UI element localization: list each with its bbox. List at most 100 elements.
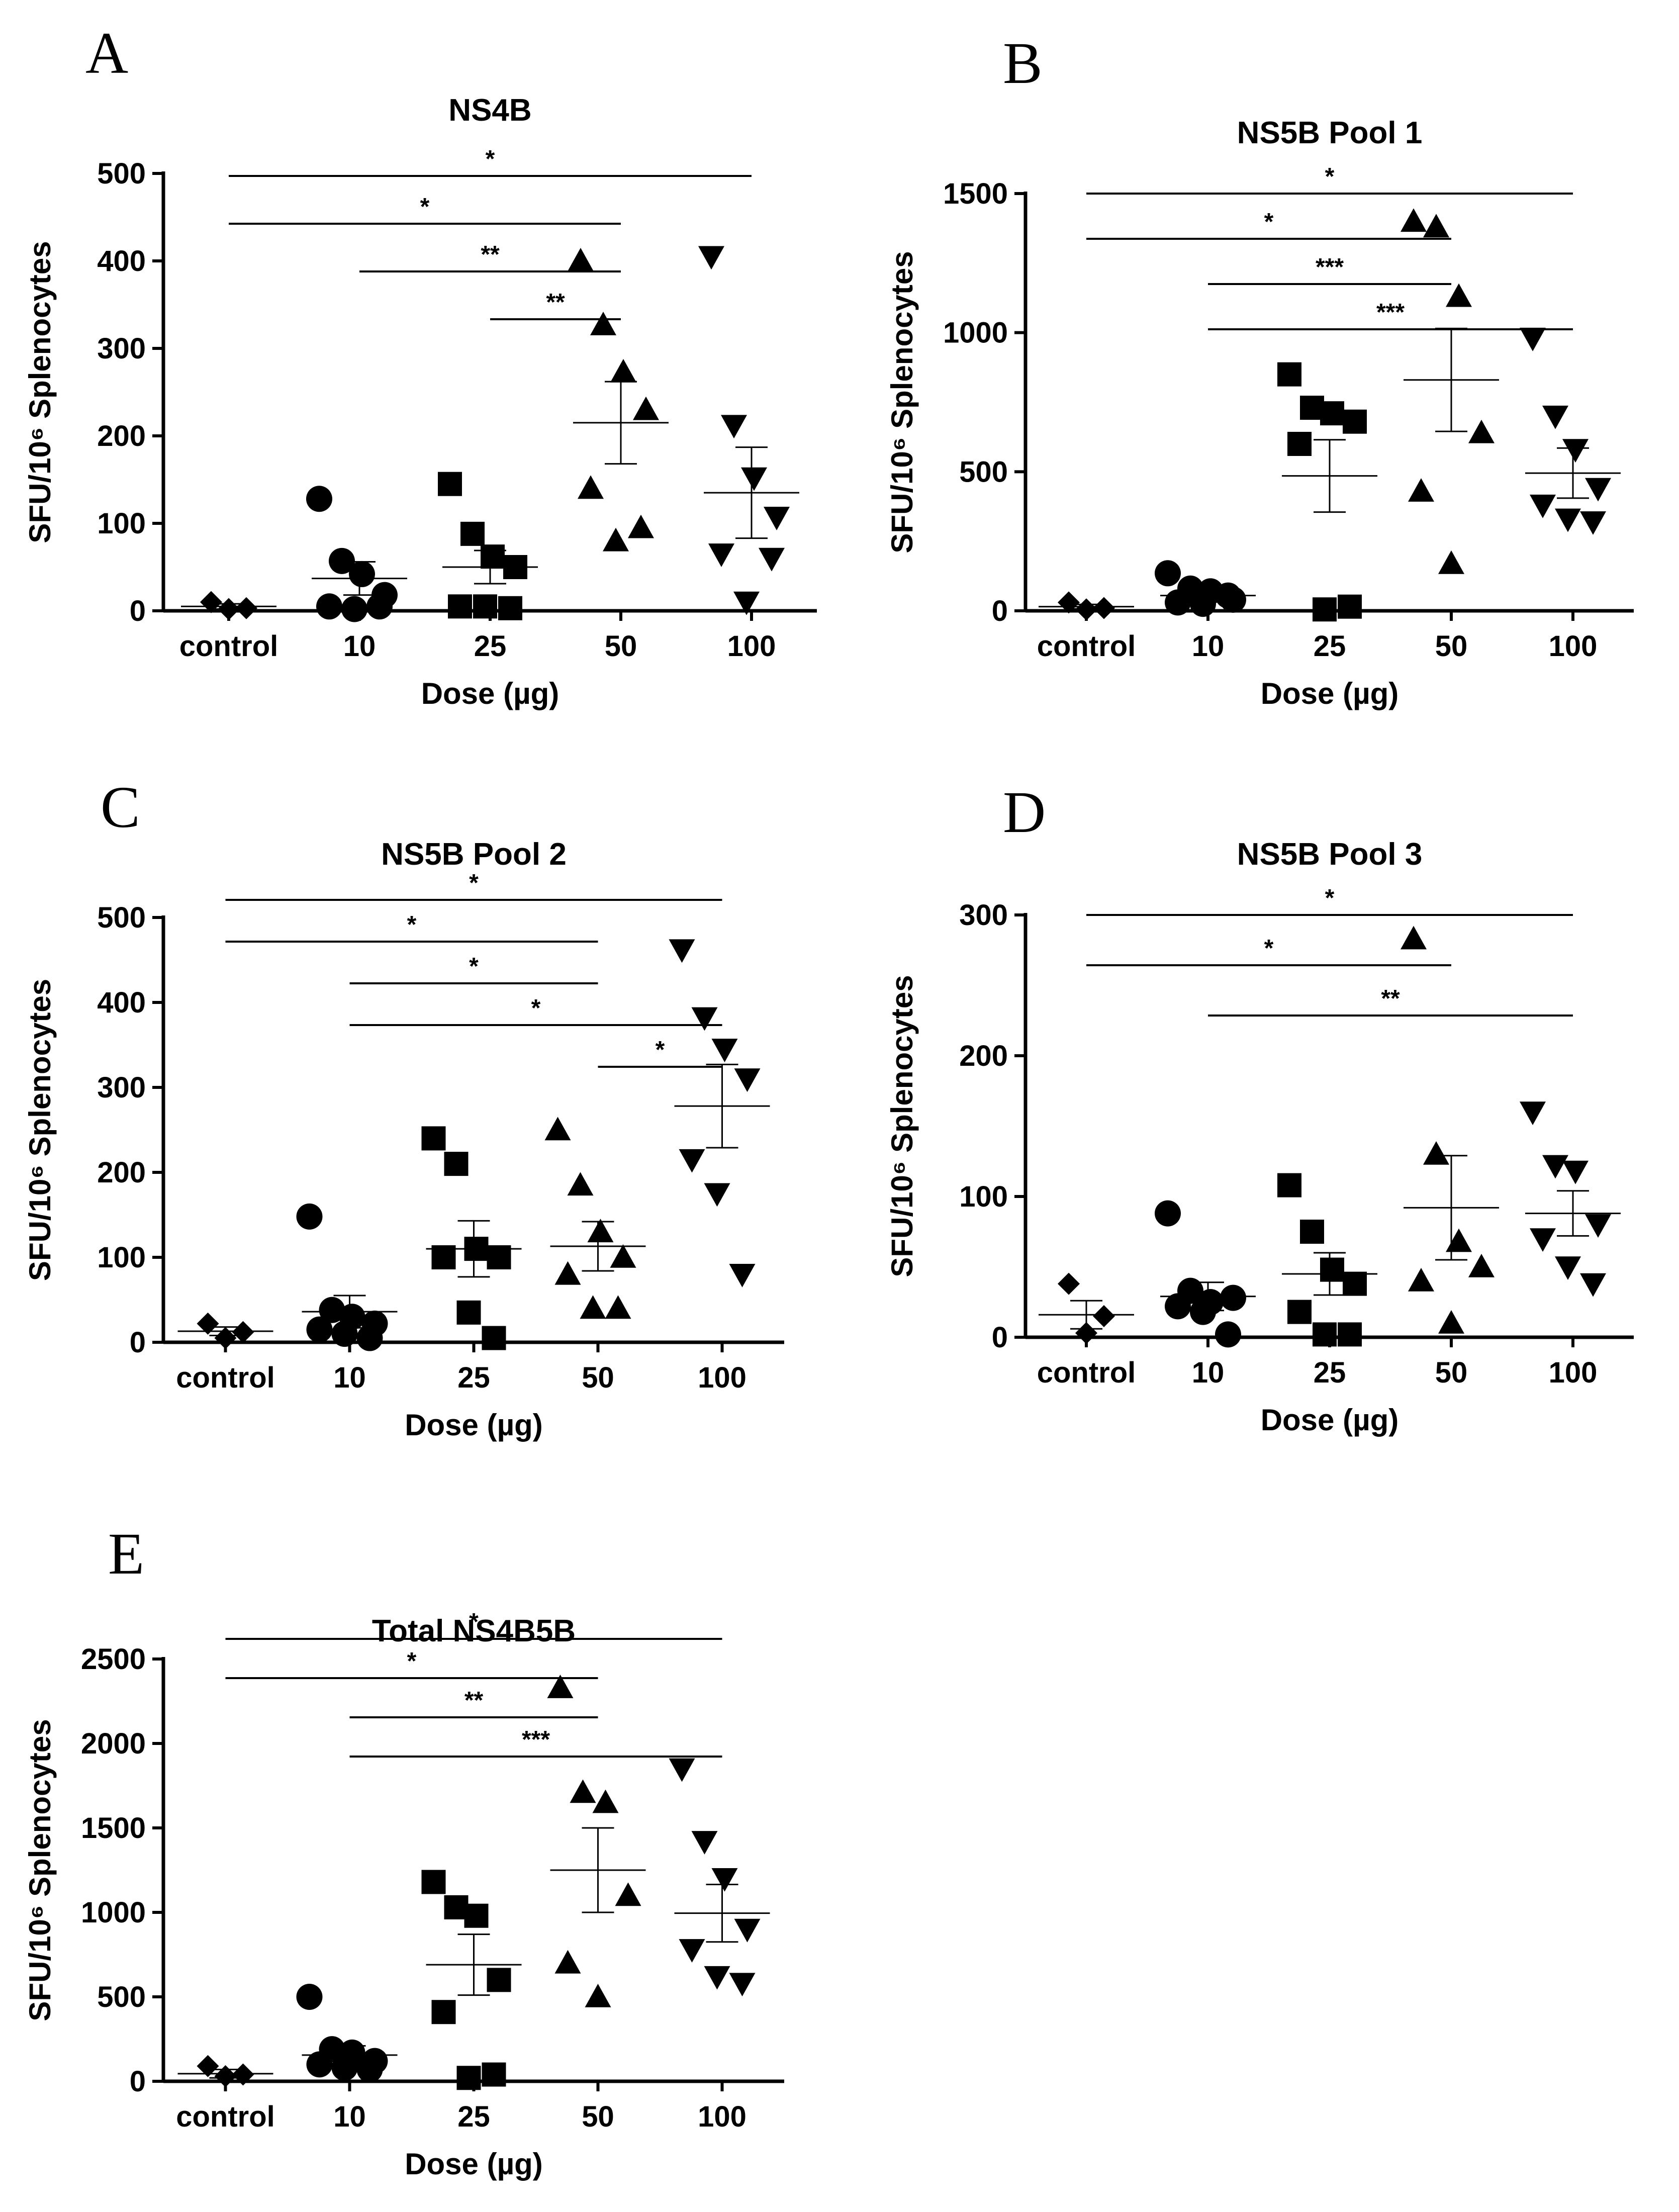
- panel-a-x-tick-label: 25: [474, 630, 507, 663]
- panel-b-point-100: [1562, 439, 1589, 463]
- panel-c-y-tick-label: 400: [97, 986, 146, 1019]
- panel-e-point-10: [306, 2051, 333, 2078]
- panel-d-point-25: [1320, 1257, 1344, 1282]
- panel-a-point-50: [633, 396, 659, 420]
- panel-a-point-10: [329, 547, 355, 574]
- panel-e-point-100: [734, 1918, 761, 1943]
- panel-d-point-100: [1562, 1160, 1589, 1184]
- panel-a-significance-label: *: [486, 146, 495, 172]
- panel-e-point-100: [669, 1758, 695, 1782]
- panel-b-point-50: [1401, 208, 1427, 232]
- panel-e-point-25: [431, 2000, 456, 2024]
- panel-d-y-tick-label: 200: [959, 1040, 1008, 1072]
- panel-c-point-25: [482, 1326, 506, 1350]
- panel-a-point-50: [628, 514, 654, 538]
- panel-c-significance-label: *: [407, 911, 417, 938]
- panel-a-point-100: [759, 547, 785, 572]
- panel-e-point-100: [729, 1973, 756, 1997]
- panel-a-point-10: [349, 561, 375, 587]
- panel-e-y-tick-label: 1500: [81, 1812, 146, 1845]
- panel-a-point-25: [481, 544, 505, 569]
- panel-b-x-tick-label: 50: [1435, 630, 1468, 663]
- panel-d-y-axis-title: SFU/10⁶ Splenocytes: [885, 975, 919, 1277]
- panel-e-point-control: [197, 2055, 219, 2077]
- panel-e-x-tick-label: 50: [582, 2100, 614, 2133]
- panel-d-point-25: [1300, 1220, 1324, 1244]
- panel-d-point-25: [1343, 1271, 1367, 1296]
- panel-a-x-axis-title: Dose (µg): [421, 677, 559, 710]
- panel-e-point-100: [704, 1966, 730, 1990]
- panel-e-significance-label: **: [464, 1687, 484, 1714]
- panel-c-significance-label: *: [469, 870, 479, 896]
- panel-b-point-control: [1093, 597, 1115, 619]
- panel-a-point-control: [200, 591, 222, 613]
- panel-a-point-10: [306, 486, 332, 512]
- panel-d-y-tick-label: 100: [959, 1180, 1008, 1213]
- panel-d-y-tick-label: 300: [959, 899, 1008, 932]
- panel-c-point-100: [729, 1264, 756, 1287]
- panel-e-significance-label: ***: [522, 1726, 550, 1753]
- panel-c-point-100: [704, 1183, 730, 1207]
- panel-b-point-50: [1468, 419, 1495, 443]
- panel-a-point-50: [590, 312, 616, 335]
- panel-d-point-100: [1580, 1273, 1606, 1297]
- panel-d-letter: D: [1003, 779, 1046, 845]
- panel-c-x-tick-label: 10: [333, 1361, 366, 1394]
- panel-c-point-control: [214, 1327, 237, 1349]
- panel-e-x-tick-label: 10: [333, 2100, 366, 2133]
- panel-d-point-100: [1530, 1228, 1556, 1252]
- panel-c-point-25: [444, 1152, 469, 1176]
- panel-b-point-100: [1580, 511, 1606, 535]
- panel-e-title: Total NS4B5B: [372, 1614, 576, 1648]
- panel-c-point-50: [567, 1172, 594, 1196]
- panel-a-x-tick-label: 50: [605, 630, 637, 663]
- panel-d-point-control: [1058, 1272, 1080, 1295]
- panel-b-point-100: [1542, 405, 1568, 429]
- panel-c-letter: C: [101, 774, 140, 840]
- panel-c-point-50: [610, 1244, 636, 1268]
- panel-e-point-50: [592, 1789, 619, 1813]
- panel-c-point-control: [197, 1312, 219, 1335]
- panel-b-point-100: [1530, 494, 1556, 518]
- panel-d-x-tick-label: 50: [1435, 1356, 1468, 1389]
- panel-b-y-tick-label: 500: [959, 455, 1008, 488]
- panel-c-title: NS5B Pool 2: [381, 837, 567, 872]
- panel-b-x-axis-title: Dose (µg): [1261, 677, 1399, 710]
- panel-a-y-tick-label: 400: [97, 245, 146, 278]
- panel-e-point-25: [482, 2062, 506, 2087]
- panel-c-point-50: [544, 1117, 571, 1141]
- panel-c-x-tick-label: control: [176, 1361, 275, 1394]
- panel-d-point-50: [1408, 1268, 1434, 1292]
- panel-e-y-tick-label: 1000: [81, 1896, 146, 1929]
- panel-b-y-tick-label: 0: [992, 595, 1008, 627]
- panel-c-x-tick-label: 25: [457, 1361, 490, 1394]
- panel-b-y-tick-label: 1500: [943, 177, 1008, 210]
- panel-c-point-10: [306, 1316, 333, 1343]
- panel-d-point-25: [1287, 1300, 1312, 1324]
- panel-a-point-control: [235, 597, 257, 619]
- panel-c-point-50: [580, 1295, 606, 1319]
- panel-d-significance-label: *: [1325, 885, 1335, 911]
- panel-c-x-axis-title: Dose (µg): [405, 1408, 543, 1442]
- panel-a-point-100: [764, 507, 790, 530]
- panel-a-point-25: [498, 596, 522, 620]
- panel-b-point-control: [1058, 591, 1080, 614]
- panel-b-point-50: [1423, 214, 1449, 238]
- panel-c-point-10: [356, 1325, 383, 1351]
- panel-c-x-tick-label: 50: [582, 1361, 614, 1394]
- panel-a-y-tick-label: 100: [97, 507, 146, 540]
- panel-d-point-10: [1220, 1284, 1246, 1311]
- panel-b-point-10: [1155, 560, 1181, 587]
- panel-d-point-50: [1423, 1141, 1449, 1165]
- panel-b-point-100: [1585, 478, 1611, 502]
- panel-e-point-50: [554, 1950, 581, 1974]
- panel-b-point-25: [1338, 594, 1362, 619]
- panel-b-letter: B: [1003, 30, 1043, 96]
- panel-a-point-25: [460, 521, 485, 546]
- panel-c-point-25: [456, 1300, 481, 1325]
- panel-d-point-control: [1075, 1322, 1097, 1344]
- panel-a-point-10: [316, 593, 342, 620]
- panel-a-point-100: [721, 415, 747, 439]
- panel-d-significance-label: *: [1264, 935, 1274, 962]
